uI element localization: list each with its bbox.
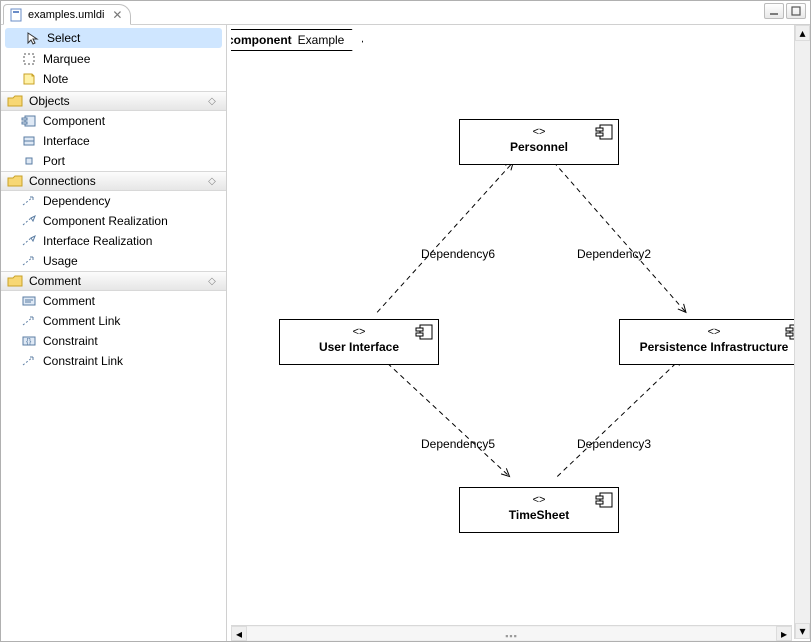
folder-icon [7, 93, 23, 109]
diagram-viewport[interactable]: component Example <>Personnel<>User Inte… [231, 29, 806, 625]
palette-item-constraint-link[interactable]: Constraint Link [1, 351, 226, 371]
component-name: Personnel [468, 140, 610, 154]
usage-icon [21, 253, 37, 269]
edge-label-dep2[interactable]: Dependency2 [577, 247, 651, 261]
scroll-left-arrow-icon[interactable]: ◂ [231, 626, 247, 641]
palette-item-label: Usage [43, 254, 78, 268]
component-icon [415, 324, 433, 343]
app-root: examples.umldi ✕ Select Marquee Note Objec… [0, 0, 811, 642]
palette-item-dependency[interactable]: Dependency [1, 191, 226, 211]
palette-item-label: Comment [43, 294, 95, 308]
horizontal-scrollbar[interactable]: ◂ ▪▪▪ ▸ [231, 625, 792, 641]
component-ui[interactable]: <> User Interface [279, 319, 439, 365]
component-personnel[interactable]: <> Personnel [459, 119, 619, 165]
diagram-canvas[interactable]: <> Personnel <> User Interface <> Persistence… [231, 29, 806, 625]
palette-tools-section: Select Marquee Note [1, 25, 226, 91]
folder-icon [7, 273, 23, 289]
comment-icon [21, 293, 37, 309]
component-name: User Interface [288, 340, 430, 354]
palette-tool-marquee[interactable]: Marquee [1, 49, 226, 69]
palette-item-interface[interactable]: Interface [1, 131, 226, 151]
palette-item-label: Component Realization [43, 214, 168, 228]
edge-label-dep6[interactable]: Dependency6 [421, 247, 495, 261]
palette-tool-label: Note [43, 72, 68, 86]
palette-tool-note[interactable]: Note [1, 69, 226, 89]
palette-item-port[interactable]: Port [1, 151, 226, 171]
palette-item-constraint[interactable]: {} Constraint [1, 331, 226, 351]
edge-label-dep5[interactable]: Dependency5 [421, 437, 495, 451]
comp-real-icon [21, 213, 37, 229]
minimize-button[interactable] [764, 3, 784, 19]
palette-group-label: Connections [29, 174, 96, 188]
folder-icon [7, 173, 23, 189]
palette-group-label: Comment [29, 274, 81, 288]
scroll-up-arrow-icon[interactable]: ▴ [795, 25, 810, 41]
component-icon [595, 124, 613, 143]
palette-item-component-realization[interactable]: Component Realization [1, 211, 226, 231]
component-stereotype: <> [288, 326, 430, 338]
cursor-icon [25, 30, 41, 46]
component-icon [21, 113, 37, 129]
maximize-button[interactable] [786, 3, 806, 19]
marquee-icon [21, 51, 37, 67]
palette-item-comment[interactable]: Comment [1, 291, 226, 311]
palette-item-label: Port [43, 154, 65, 168]
interface-icon [21, 133, 37, 149]
vertical-scrollbar[interactable]: ▴ ▾ [794, 25, 810, 639]
palette-item-label: Dependency [43, 194, 110, 208]
edge-label-dep3[interactable]: Dependency3 [577, 437, 651, 451]
constraint-icon: {} [21, 333, 37, 349]
palette-tool-label: Select [47, 31, 80, 45]
link-icon [21, 313, 37, 329]
component-name: TimeSheet [468, 508, 610, 522]
window-controls [764, 3, 806, 19]
palette-tool-select[interactable]: Select [5, 28, 222, 48]
palette-groups: Objects ◇ Component Interface Port Connection… [1, 91, 226, 371]
palette-item-label: Interface [43, 134, 90, 148]
component-name: Persistence Infrastructure [628, 340, 800, 354]
component-icon [595, 492, 613, 511]
palette-item-component[interactable]: Component [1, 111, 226, 131]
note-icon [21, 71, 37, 87]
chevron-icon[interactable]: ◇ [204, 276, 220, 287]
component-stereotype: <> [468, 494, 610, 506]
scroll-right-arrow-icon[interactable]: ▸ [776, 626, 792, 641]
palette-group-objects[interactable]: Objects ◇ [1, 91, 226, 111]
link-icon [21, 353, 37, 369]
dep-icon [21, 193, 37, 209]
scroll-track[interactable]: ▪▪▪ [247, 627, 776, 640]
palette-item-label: Comment Link [43, 314, 120, 328]
component-stereotype: <> [628, 326, 800, 338]
chevron-icon[interactable]: ◇ [204, 96, 220, 107]
editor-content: Select Marquee Note Objects ◇ Component Inter… [1, 25, 810, 641]
scroll-down-arrow-icon[interactable]: ▾ [795, 623, 810, 639]
palette-item-label: Constraint Link [43, 354, 123, 368]
editor-tabbar: examples.umldi ✕ [1, 1, 810, 25]
editor-tab-label: examples.umldi [28, 9, 104, 21]
palette-group-comment[interactable]: Comment ◇ [1, 271, 226, 291]
svg-text:{}: {} [26, 337, 32, 346]
chevron-icon[interactable]: ◇ [204, 176, 220, 187]
tool-palette: Select Marquee Note Objects ◇ Component Inter… [1, 25, 227, 641]
palette-group-label: Objects [29, 94, 70, 108]
iface-real-icon [21, 233, 37, 249]
close-icon[interactable]: ✕ [112, 8, 122, 22]
palette-item-interface-realization[interactable]: Interface Realization [1, 231, 226, 251]
diagram-pane: component Example <>Personnel<>User Inte… [227, 25, 810, 641]
palette-tool-label: Marquee [43, 52, 90, 66]
editor-tab[interactable]: examples.umldi ✕ [3, 4, 131, 25]
port-icon [21, 153, 37, 169]
component-timesheet[interactable]: <> TimeSheet [459, 487, 619, 533]
palette-item-label: Component [43, 114, 105, 128]
palette-item-label: Interface Realization [43, 234, 152, 248]
component-persistence[interactable]: <> Persistence Infrastructure [619, 319, 806, 365]
palette-item-comment-link[interactable]: Comment Link [1, 311, 226, 331]
palette-group-connections[interactable]: Connections ◇ [1, 171, 226, 191]
component-stereotype: <> [468, 126, 610, 138]
file-icon [10, 8, 24, 22]
palette-item-label: Constraint [43, 334, 98, 348]
palette-item-usage[interactable]: Usage [1, 251, 226, 271]
